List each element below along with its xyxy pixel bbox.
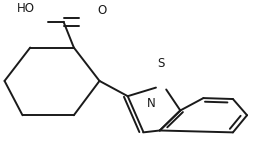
Text: S: S	[157, 57, 165, 70]
Text: O: O	[97, 4, 106, 17]
Text: N: N	[147, 97, 155, 110]
Text: HO: HO	[17, 2, 35, 15]
